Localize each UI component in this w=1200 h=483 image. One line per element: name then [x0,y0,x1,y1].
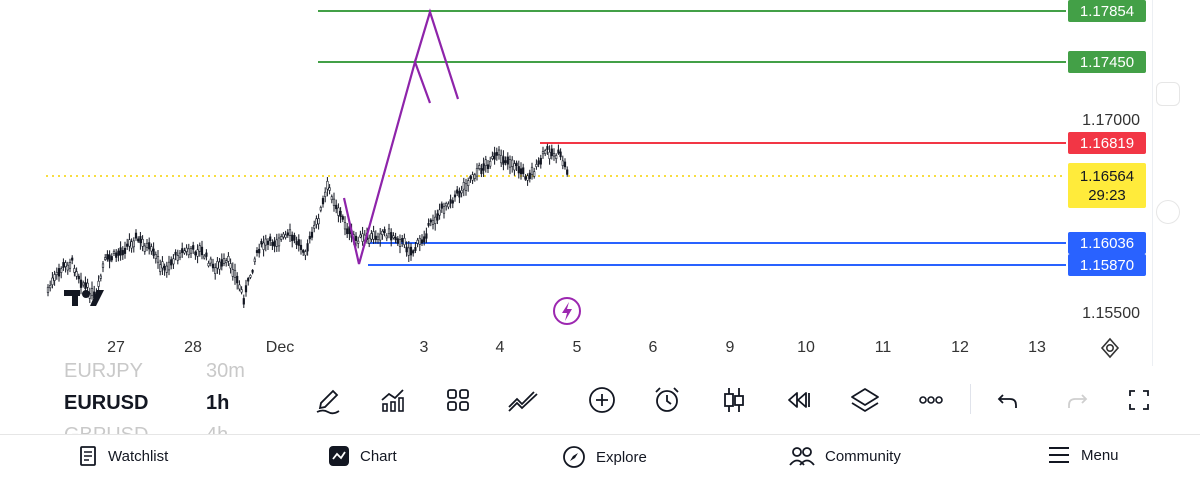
level-price-label: 1.16036 [1068,232,1146,254]
price-chart[interactable] [0,0,1152,366]
timeframe-item[interactable]: 4h [206,424,228,434]
date-tick: Dec [265,339,295,356]
date-tick: 13 [1028,339,1046,356]
date-tick: 28 [184,339,202,356]
more-icon[interactable] [914,383,948,417]
nav-chart[interactable]: Chart [328,445,397,467]
date-tick: 12 [951,339,969,356]
hamburger-icon [1049,447,1069,463]
nav-menu[interactable]: Menu [1047,445,1119,465]
fullscreen-icon[interactable] [1122,383,1156,417]
undo-icon[interactable] [992,383,1026,417]
community-icon [789,447,815,466]
date-tick: 3 [419,339,429,356]
axis-price-label: 1.17000 [1082,112,1140,129]
timeframe-item-active[interactable]: 1h [206,392,230,414]
strategy-icon[interactable] [506,383,540,417]
right-side-panel [1152,0,1200,366]
toolbar-divider [970,384,971,414]
date-tick: 5 [572,339,582,356]
date-tick: 27 [107,339,125,356]
replay-icon[interactable] [782,383,816,417]
chart-area[interactable]: 1.17854 1.17450 1.16819 1.16036 1.15870 1.17… [0,0,1200,366]
lightning-icon[interactable] [553,297,581,325]
chart-settings-icon[interactable] [1099,337,1121,359]
level-price-label: 1.17450 [1068,51,1146,73]
bottom-navigation: Watchlist Chart Explore Community Menu [0,434,1200,483]
symbol-item[interactable]: EURJPY [64,362,143,382]
date-tick: 4 [495,339,505,356]
symbol-item[interactable]: GBPUSD [64,424,148,434]
symbol-item-active[interactable]: EURUSD [64,392,149,414]
bar-countdown: 29:23 [1088,186,1126,204]
nav-watchlist[interactable]: Watchlist [78,445,168,467]
nav-community[interactable]: Community [789,445,901,467]
alert-icon[interactable] [650,383,684,417]
axis-price-label: 1.15500 [1082,305,1140,322]
nav-label: Explore [596,448,647,466]
symbol-picker[interactable]: EURJPY 30m EURUSD 1h GBPUSD 4h [48,362,288,434]
watchlist-icon [80,446,96,466]
zigzag-drawing-upper[interactable] [413,8,460,100]
zigzag-drawing[interactable] [342,58,432,265]
nav-label: Watchlist [108,447,169,465]
chart-icon [329,446,349,466]
templates-icon[interactable] [441,383,475,417]
date-tick: 9 [725,339,735,356]
current-price-badge: 1.16564 29:23 [1068,163,1146,208]
redo-icon[interactable] [1059,383,1093,417]
nav-label: Community [825,447,901,465]
level-price-label: 1.15870 [1068,254,1146,276]
current-price-value: 1.16564 [1079,167,1135,185]
add-icon[interactable] [585,383,619,417]
date-tick: 10 [797,339,815,356]
tradingview-logo [64,290,104,306]
indicators-icon[interactable] [376,383,410,417]
level-price-label: 1.17854 [1068,0,1146,22]
side-handle[interactable] [1156,200,1180,224]
timeframe-item[interactable]: 30m [206,362,245,382]
side-handle[interactable] [1156,82,1180,106]
layers-icon[interactable] [848,383,882,417]
candles-icon[interactable] [717,383,751,417]
compass-icon [563,446,585,468]
nav-label: Menu [1081,446,1119,464]
pencil-icon[interactable] [311,383,345,417]
level-price-label: 1.16819 [1068,132,1146,154]
nav-label: Chart [360,447,397,465]
date-tick: 6 [648,339,658,356]
date-tick: 11 [874,339,892,356]
nav-explore[interactable]: Explore [562,445,647,469]
candlestick-series [46,143,569,309]
